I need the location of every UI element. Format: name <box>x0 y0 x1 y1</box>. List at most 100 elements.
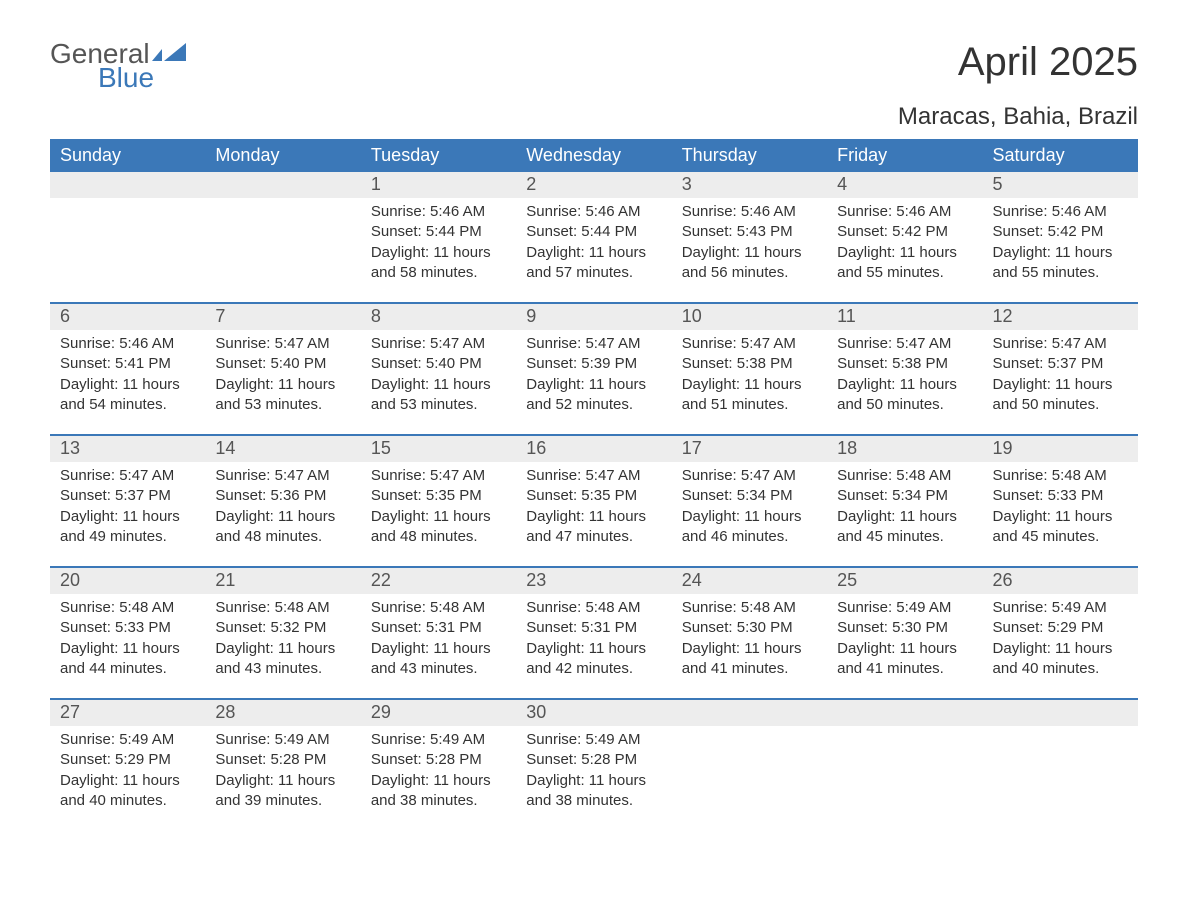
daylight-text: Daylight: 11 hours and 53 minutes. <box>215 375 350 416</box>
day-content: Sunrise: 5:49 AMSunset: 5:29 PMDaylight:… <box>983 594 1138 687</box>
day-number: 25 <box>827 568 982 594</box>
sunset-text: Sunset: 5:37 PM <box>60 486 195 506</box>
sunrise-text: Sunrise: 5:46 AM <box>60 334 195 354</box>
logo: General Blue <box>50 40 186 92</box>
day-number: 3 <box>672 172 827 198</box>
day-cell: 12Sunrise: 5:47 AMSunset: 5:37 PMDayligh… <box>983 304 1138 434</box>
day-content: Sunrise: 5:46 AMSunset: 5:42 PMDaylight:… <box>827 198 982 291</box>
sunset-text: Sunset: 5:37 PM <box>993 354 1128 374</box>
day-cell: 9Sunrise: 5:47 AMSunset: 5:39 PMDaylight… <box>516 304 671 434</box>
sunrise-text: Sunrise: 5:49 AM <box>526 730 661 750</box>
day-number: 10 <box>672 304 827 330</box>
day-content: Sunrise: 5:46 AMSunset: 5:44 PMDaylight:… <box>361 198 516 291</box>
day-cell: 5Sunrise: 5:46 AMSunset: 5:42 PMDaylight… <box>983 172 1138 302</box>
daylight-text: Daylight: 11 hours and 54 minutes. <box>60 375 195 416</box>
week-row: 6Sunrise: 5:46 AMSunset: 5:41 PMDaylight… <box>50 302 1138 434</box>
sunrise-text: Sunrise: 5:46 AM <box>993 202 1128 222</box>
day-content: Sunrise: 5:46 AMSunset: 5:41 PMDaylight:… <box>50 330 205 423</box>
sunrise-text: Sunrise: 5:47 AM <box>526 466 661 486</box>
day-cell: 26Sunrise: 5:49 AMSunset: 5:29 PMDayligh… <box>983 568 1138 698</box>
day-number: 15 <box>361 436 516 462</box>
day-content: Sunrise: 5:47 AMSunset: 5:37 PMDaylight:… <box>983 330 1138 423</box>
day-number: 22 <box>361 568 516 594</box>
daylight-text: Daylight: 11 hours and 39 minutes. <box>215 771 350 812</box>
day-cell: 28Sunrise: 5:49 AMSunset: 5:28 PMDayligh… <box>205 700 360 830</box>
day-number: 16 <box>516 436 671 462</box>
sunset-text: Sunset: 5:28 PM <box>371 750 506 770</box>
day-number: 21 <box>205 568 360 594</box>
weekday-header: Thursday <box>672 139 827 172</box>
day-number: 30 <box>516 700 671 726</box>
sunset-text: Sunset: 5:42 PM <box>837 222 972 242</box>
day-content: Sunrise: 5:49 AMSunset: 5:28 PMDaylight:… <box>516 726 671 819</box>
week-row: 13Sunrise: 5:47 AMSunset: 5:37 PMDayligh… <box>50 434 1138 566</box>
daylight-text: Daylight: 11 hours and 43 minutes. <box>215 639 350 680</box>
sunset-text: Sunset: 5:38 PM <box>682 354 817 374</box>
day-content: Sunrise: 5:48 AMSunset: 5:30 PMDaylight:… <box>672 594 827 687</box>
day-content: Sunrise: 5:48 AMSunset: 5:31 PMDaylight:… <box>516 594 671 687</box>
day-content: Sunrise: 5:48 AMSunset: 5:33 PMDaylight:… <box>983 462 1138 555</box>
sunrise-text: Sunrise: 5:47 AM <box>60 466 195 486</box>
day-cell: 23Sunrise: 5:48 AMSunset: 5:31 PMDayligh… <box>516 568 671 698</box>
sunset-text: Sunset: 5:39 PM <box>526 354 661 374</box>
week-row: 20Sunrise: 5:48 AMSunset: 5:33 PMDayligh… <box>50 566 1138 698</box>
daylight-text: Daylight: 11 hours and 42 minutes. <box>526 639 661 680</box>
sunrise-text: Sunrise: 5:47 AM <box>371 466 506 486</box>
day-content: Sunrise: 5:47 AMSunset: 5:40 PMDaylight:… <box>361 330 516 423</box>
day-content: Sunrise: 5:49 AMSunset: 5:28 PMDaylight:… <box>205 726 360 819</box>
day-content: Sunrise: 5:47 AMSunset: 5:38 PMDaylight:… <box>827 330 982 423</box>
daylight-text: Daylight: 11 hours and 55 minutes. <box>993 243 1128 284</box>
day-content: Sunrise: 5:48 AMSunset: 5:31 PMDaylight:… <box>361 594 516 687</box>
day-number: 8 <box>361 304 516 330</box>
day-number: 1 <box>361 172 516 198</box>
daylight-text: Daylight: 11 hours and 51 minutes. <box>682 375 817 416</box>
day-number: 20 <box>50 568 205 594</box>
sunrise-text: Sunrise: 5:48 AM <box>526 598 661 618</box>
day-number: 9 <box>516 304 671 330</box>
logo-word-blue: Blue <box>98 64 186 92</box>
day-number: 24 <box>672 568 827 594</box>
daylight-text: Daylight: 11 hours and 45 minutes. <box>837 507 972 548</box>
day-cell: 13Sunrise: 5:47 AMSunset: 5:37 PMDayligh… <box>50 436 205 566</box>
weekday-header: Tuesday <box>361 139 516 172</box>
sunrise-text: Sunrise: 5:47 AM <box>682 334 817 354</box>
daylight-text: Daylight: 11 hours and 46 minutes. <box>682 507 817 548</box>
weekday-header: Friday <box>827 139 982 172</box>
day-cell: 14Sunrise: 5:47 AMSunset: 5:36 PMDayligh… <box>205 436 360 566</box>
day-cell: 7Sunrise: 5:47 AMSunset: 5:40 PMDaylight… <box>205 304 360 434</box>
day-cell <box>50 172 205 302</box>
weekday-header: Sunday <box>50 139 205 172</box>
daylight-text: Daylight: 11 hours and 47 minutes. <box>526 507 661 548</box>
sunrise-text: Sunrise: 5:46 AM <box>371 202 506 222</box>
day-cell: 6Sunrise: 5:46 AMSunset: 5:41 PMDaylight… <box>50 304 205 434</box>
sunset-text: Sunset: 5:41 PM <box>60 354 195 374</box>
sunrise-text: Sunrise: 5:46 AM <box>682 202 817 222</box>
day-number: 27 <box>50 700 205 726</box>
sunrise-text: Sunrise: 5:47 AM <box>371 334 506 354</box>
day-cell <box>672 700 827 830</box>
sunset-text: Sunset: 5:30 PM <box>837 618 972 638</box>
sunrise-text: Sunrise: 5:48 AM <box>215 598 350 618</box>
day-number: 18 <box>827 436 982 462</box>
daylight-text: Daylight: 11 hours and 48 minutes. <box>371 507 506 548</box>
day-content: Sunrise: 5:47 AMSunset: 5:34 PMDaylight:… <box>672 462 827 555</box>
daylight-text: Daylight: 11 hours and 57 minutes. <box>526 243 661 284</box>
sunrise-text: Sunrise: 5:48 AM <box>837 466 972 486</box>
day-content: Sunrise: 5:47 AMSunset: 5:37 PMDaylight:… <box>50 462 205 555</box>
sunset-text: Sunset: 5:33 PM <box>60 618 195 638</box>
week-row: 27Sunrise: 5:49 AMSunset: 5:29 PMDayligh… <box>50 698 1138 830</box>
weekday-header: Wednesday <box>516 139 671 172</box>
day-cell: 18Sunrise: 5:48 AMSunset: 5:34 PMDayligh… <box>827 436 982 566</box>
day-content: Sunrise: 5:46 AMSunset: 5:44 PMDaylight:… <box>516 198 671 291</box>
day-content: Sunrise: 5:47 AMSunset: 5:35 PMDaylight:… <box>516 462 671 555</box>
day-number: 28 <box>205 700 360 726</box>
day-number: 11 <box>827 304 982 330</box>
day-cell: 2Sunrise: 5:46 AMSunset: 5:44 PMDaylight… <box>516 172 671 302</box>
day-cell: 10 Sunrise: 5:47 AMSunset: 5:38 PMDayligh… <box>672 304 827 434</box>
sunset-text: Sunset: 5:36 PM <box>215 486 350 506</box>
sunrise-text: Sunrise: 5:48 AM <box>60 598 195 618</box>
daylight-text: Daylight: 11 hours and 52 minutes. <box>526 375 661 416</box>
weekday-header-row: SundayMondayTuesdayWednesdayThursdayFrid… <box>50 139 1138 172</box>
header: General Blue April 2025 Maracas, Bahia, … <box>50 40 1138 131</box>
day-content: Sunrise: 5:49 AMSunset: 5:29 PMDaylight:… <box>50 726 205 819</box>
